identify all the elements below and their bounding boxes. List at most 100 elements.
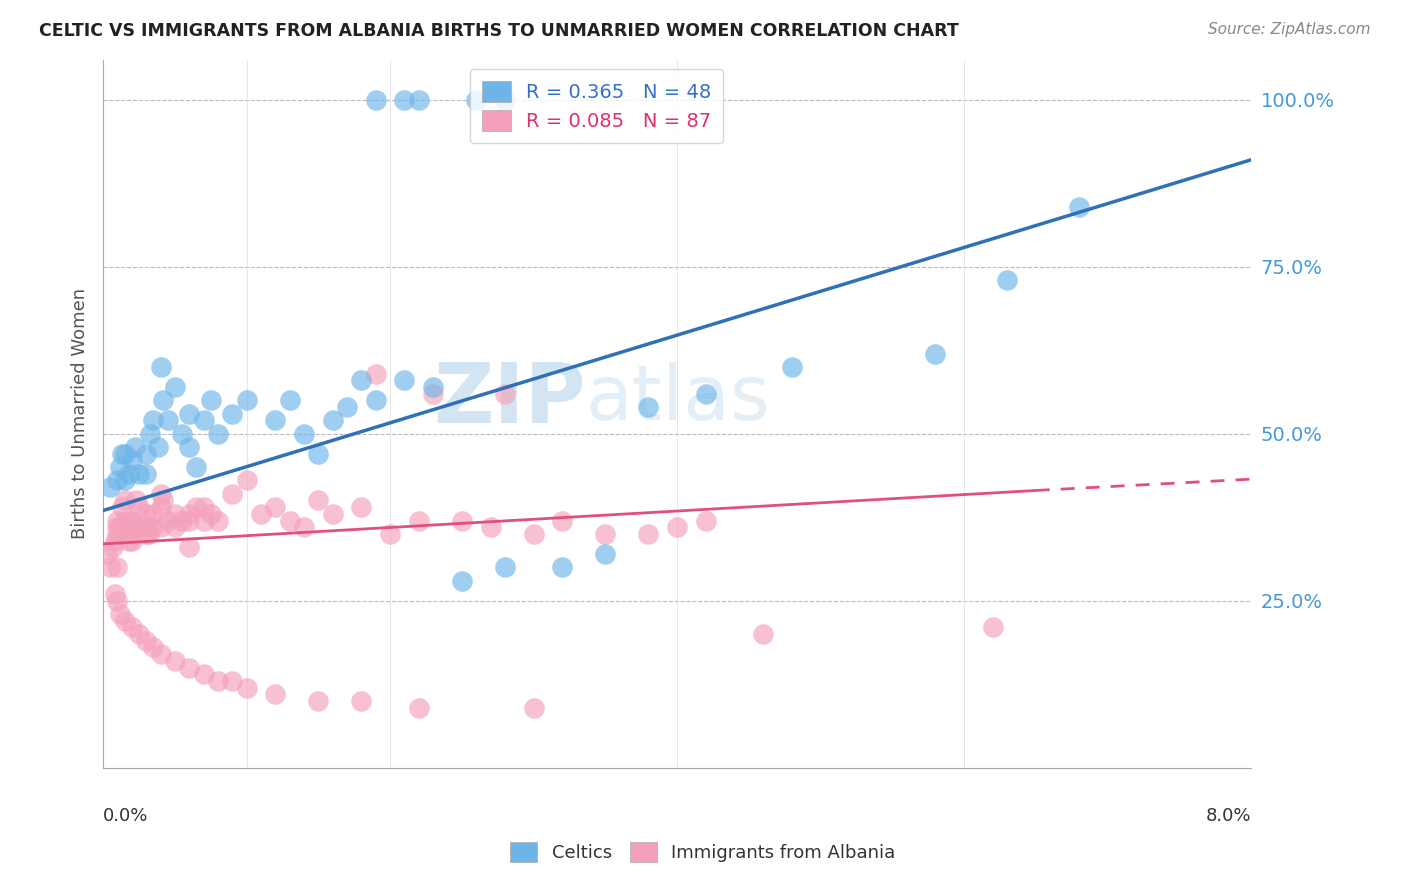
Point bbox=[595, 527, 617, 541]
Point bbox=[142, 520, 165, 534]
Point bbox=[111, 500, 134, 515]
Point bbox=[924, 346, 946, 360]
Point bbox=[186, 460, 208, 475]
Point bbox=[110, 607, 132, 621]
Text: CELTIC VS IMMIGRANTS FROM ALBANIA BIRTHS TO UNMARRIED WOMEN CORRELATION CHART: CELTIC VS IMMIGRANTS FROM ALBANIA BIRTHS… bbox=[39, 22, 959, 40]
Point bbox=[163, 520, 186, 534]
Point bbox=[200, 393, 222, 408]
Point bbox=[695, 386, 717, 401]
Text: ZIP: ZIP bbox=[433, 359, 585, 440]
Point bbox=[163, 507, 186, 521]
Point bbox=[350, 373, 373, 387]
Point bbox=[124, 440, 146, 454]
Point bbox=[221, 673, 243, 688]
Point bbox=[250, 507, 273, 521]
Point bbox=[98, 560, 121, 574]
Point bbox=[523, 527, 546, 541]
Point bbox=[264, 413, 287, 427]
Point bbox=[149, 647, 172, 661]
Point bbox=[235, 393, 257, 408]
Point bbox=[394, 373, 416, 387]
Point bbox=[494, 560, 516, 574]
Point bbox=[322, 413, 344, 427]
Point bbox=[780, 359, 803, 374]
Text: Source: ZipAtlas.com: Source: ZipAtlas.com bbox=[1208, 22, 1371, 37]
Point bbox=[121, 533, 143, 548]
Point bbox=[179, 660, 201, 674]
Point bbox=[523, 700, 546, 714]
Point bbox=[152, 393, 174, 408]
Point bbox=[135, 527, 157, 541]
Point bbox=[752, 627, 775, 641]
Point bbox=[149, 487, 172, 501]
Point bbox=[193, 500, 215, 515]
Point bbox=[107, 514, 129, 528]
Point bbox=[101, 541, 124, 555]
Point bbox=[292, 426, 315, 441]
Point bbox=[364, 367, 387, 381]
Point bbox=[142, 640, 165, 655]
Point bbox=[179, 407, 201, 421]
Point bbox=[114, 493, 136, 508]
Point bbox=[111, 447, 134, 461]
Point bbox=[179, 507, 201, 521]
Point bbox=[170, 426, 193, 441]
Point bbox=[193, 413, 215, 427]
Point bbox=[264, 687, 287, 701]
Point bbox=[364, 393, 387, 408]
Point bbox=[235, 474, 257, 488]
Point bbox=[121, 514, 143, 528]
Point bbox=[378, 527, 401, 541]
Legend: R = 0.365   N = 48, R = 0.085   N = 87: R = 0.365 N = 48, R = 0.085 N = 87 bbox=[470, 70, 723, 143]
Point bbox=[408, 700, 430, 714]
Point bbox=[135, 507, 157, 521]
Point bbox=[98, 480, 121, 494]
Point bbox=[551, 560, 574, 574]
Point bbox=[146, 440, 169, 454]
Point bbox=[118, 467, 141, 481]
Point bbox=[128, 627, 150, 641]
Point bbox=[142, 413, 165, 427]
Point bbox=[163, 654, 186, 668]
Y-axis label: Births to Unmarried Women: Births to Unmarried Women bbox=[72, 288, 89, 540]
Point bbox=[163, 380, 186, 394]
Point bbox=[110, 460, 132, 475]
Point bbox=[107, 474, 129, 488]
Point bbox=[595, 547, 617, 561]
Point bbox=[118, 533, 141, 548]
Legend: Celtics, Immigrants from Albania: Celtics, Immigrants from Albania bbox=[503, 835, 903, 870]
Point bbox=[278, 393, 301, 408]
Point bbox=[278, 514, 301, 528]
Point bbox=[207, 514, 229, 528]
Point bbox=[307, 447, 329, 461]
Point bbox=[156, 413, 179, 427]
Point bbox=[637, 527, 659, 541]
Point bbox=[551, 514, 574, 528]
Point bbox=[221, 487, 243, 501]
Point bbox=[450, 574, 472, 588]
Point bbox=[221, 407, 243, 421]
Point bbox=[114, 447, 136, 461]
Point bbox=[695, 514, 717, 528]
Point bbox=[292, 520, 315, 534]
Point bbox=[149, 359, 172, 374]
Point bbox=[995, 273, 1018, 287]
Point bbox=[422, 380, 444, 394]
Point bbox=[104, 587, 127, 601]
Point bbox=[179, 440, 201, 454]
Point bbox=[104, 533, 127, 548]
Point bbox=[1067, 200, 1090, 214]
Point bbox=[107, 593, 129, 607]
Point bbox=[107, 527, 129, 541]
Point bbox=[152, 493, 174, 508]
Point bbox=[186, 500, 208, 515]
Point bbox=[170, 514, 193, 528]
Point bbox=[207, 673, 229, 688]
Point bbox=[235, 681, 257, 695]
Point bbox=[981, 620, 1004, 634]
Point bbox=[450, 514, 472, 528]
Point bbox=[107, 560, 129, 574]
Point bbox=[138, 527, 160, 541]
Point bbox=[307, 694, 329, 708]
Point bbox=[124, 520, 146, 534]
